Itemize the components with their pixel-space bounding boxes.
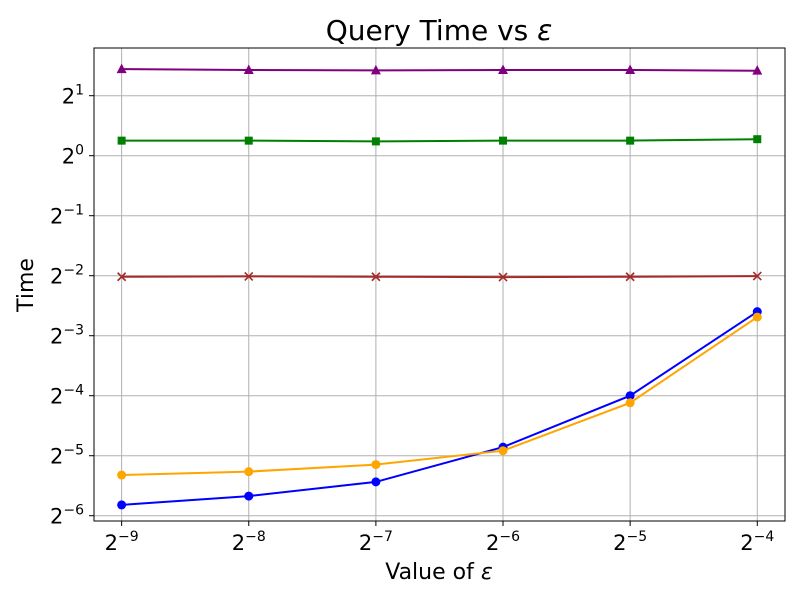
chart-title-text: Query Time vs (326, 14, 537, 47)
x-tick-exponent: −9 (118, 529, 139, 545)
y-tick-label: 2−1 (50, 203, 84, 229)
y-axis-label: Time (14, 258, 39, 313)
y-tick-base: 2 (50, 205, 63, 229)
y-tick-label: 2−6 (50, 503, 84, 529)
series-2 (117, 271, 762, 282)
y-tick-base: 2 (50, 385, 63, 409)
series-line (121, 310, 758, 506)
data-point (371, 477, 381, 487)
x-axis-label: Value of ε (385, 560, 493, 585)
y-tick-exponent: −4 (63, 383, 84, 399)
y-tick-exponent: −3 (63, 323, 84, 339)
x-tick-label: 2−7 (359, 529, 393, 555)
plot-frame (93, 47, 786, 522)
data-point (752, 65, 763, 75)
x-tick-label: 2−8 (232, 529, 266, 555)
data-point (244, 136, 253, 145)
data-point (625, 398, 635, 408)
y-tick-exponent: 0 (75, 143, 84, 159)
x-tick-base: 2 (105, 531, 118, 555)
y-tick-label: 20 (62, 143, 84, 169)
y-tick-exponent: −6 (63, 503, 84, 519)
x-tick-exponent: −6 (499, 529, 520, 545)
data-point (244, 491, 254, 501)
series-4 (117, 312, 762, 480)
series-1 (117, 135, 762, 146)
data-point (752, 312, 762, 322)
data-point (116, 63, 127, 74)
data-point (753, 135, 762, 144)
grid-lines (94, 48, 785, 521)
data-point (243, 64, 254, 75)
series-line (121, 275, 758, 279)
series-0 (116, 63, 763, 75)
data-point (244, 467, 254, 477)
series-layer (116, 63, 763, 510)
data-point (498, 446, 508, 456)
y-tick-base: 2 (50, 505, 63, 529)
series-line (121, 316, 758, 476)
x-tick-base: 2 (613, 531, 626, 555)
data-point (752, 271, 762, 281)
y-tick-base: 2 (50, 325, 63, 349)
data-point (625, 64, 636, 75)
x-tick-base: 2 (232, 531, 245, 555)
chart-title: Query Time vs ε (326, 14, 553, 47)
y-tick-base: 2 (62, 85, 75, 109)
x-axis-label-symbol: ε (481, 560, 493, 585)
x-tick-exponent: −4 (754, 529, 775, 545)
y-tick-base: 2 (62, 145, 75, 169)
data-point (371, 272, 381, 282)
y-tick-label: 21 (62, 83, 84, 109)
y-tick-base: 2 (50, 445, 63, 469)
y-tick-exponent: 1 (75, 83, 84, 99)
y-tick-exponent: −5 (63, 443, 84, 459)
data-point (498, 272, 508, 282)
data-point (117, 136, 126, 145)
x-tick-label: 2−4 (740, 529, 774, 555)
x-tick-label: 2−5 (613, 529, 647, 555)
series-line (121, 68, 758, 72)
y-tick-label: 2−3 (50, 323, 84, 349)
x-tick-base: 2 (740, 531, 753, 555)
x-tick-exponent: −5 (627, 529, 648, 545)
data-point (117, 470, 127, 480)
x-tick-exponent: −7 (372, 529, 393, 545)
data-point (371, 460, 381, 470)
y-tick-exponent: −2 (63, 263, 84, 279)
y-tick-label: 2−4 (50, 383, 84, 409)
x-tick-label: 2−9 (105, 529, 139, 555)
data-point (371, 137, 380, 146)
data-point (625, 272, 635, 282)
y-tick-label: 2−2 (50, 263, 84, 289)
y-tick-exponent: −1 (63, 203, 84, 219)
x-tick-label: 2−6 (486, 529, 520, 555)
chart-title-symbol: ε (537, 14, 552, 47)
series-line (121, 138, 758, 143)
data-point (625, 391, 635, 401)
x-tick-base: 2 (359, 531, 372, 555)
y-tick-label: 2−5 (50, 443, 84, 469)
x-tick-base: 2 (486, 531, 499, 555)
y-tick-base: 2 (50, 265, 63, 289)
x-tick-exponent: −8 (245, 529, 266, 545)
data-point (117, 500, 127, 510)
series-3 (117, 307, 762, 510)
data-point (498, 64, 509, 75)
data-point (117, 272, 127, 282)
data-point (244, 271, 254, 281)
data-point (626, 136, 635, 145)
data-point (370, 64, 381, 75)
data-point (499, 136, 508, 145)
x-axis-label-text: Value of (385, 560, 481, 585)
